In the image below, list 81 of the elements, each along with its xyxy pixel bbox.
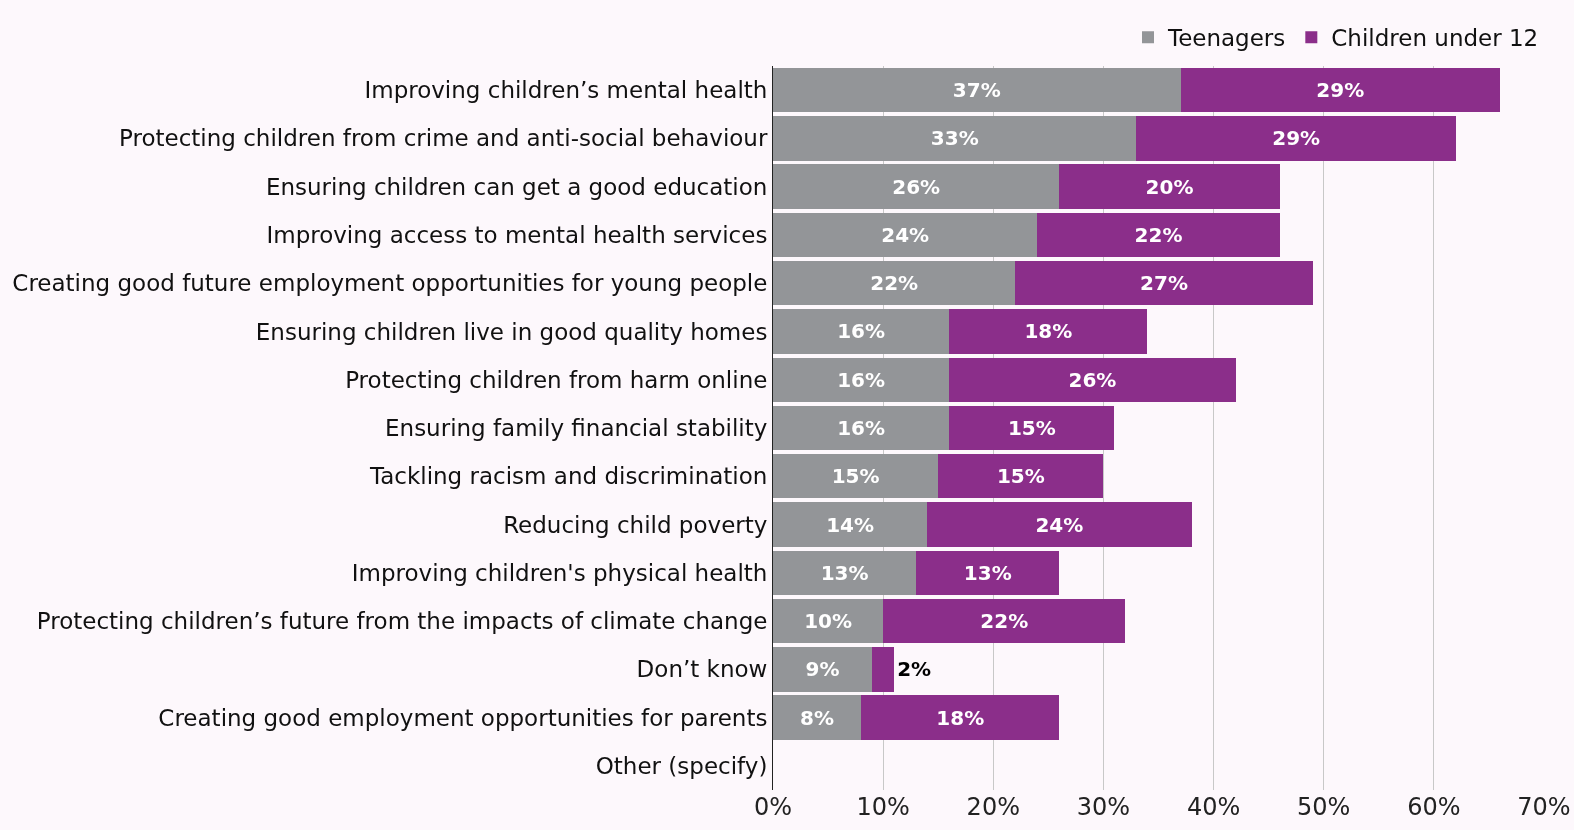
y-tick-label: Other (specify): [595, 752, 768, 779]
x-tick-label: 50%: [1297, 793, 1351, 821]
legend-label: Children under 12: [1331, 25, 1539, 52]
y-tick-label: Ensuring family financial stability: [385, 415, 768, 442]
bar: [773, 647, 873, 692]
data-label: 15%: [831, 464, 880, 489]
y-tick-label: Protecting children’s future from the impacts of climate change: [36, 608, 768, 635]
y-tick-label: Improving children’s mental health: [364, 77, 768, 104]
data-label: 16%: [837, 319, 886, 344]
bar: [861, 695, 1060, 740]
data-label: 24%: [881, 222, 930, 247]
bar: [773, 116, 1137, 161]
bar: [773, 164, 1060, 209]
data-label: 16%: [837, 416, 886, 440]
data-label: 29%: [1272, 126, 1321, 151]
y-tick-label: Protecting children from crime and anti-social behaviour: [119, 125, 768, 152]
bar: [773, 550, 917, 595]
data-label: 20%: [1145, 174, 1194, 199]
y-tick-label: Ensuring children can get a good education: [265, 173, 768, 200]
y-tick-label: Don’t know: [636, 656, 768, 683]
bar: [773, 502, 928, 547]
bar: [773, 598, 884, 644]
bar: [773, 261, 1016, 306]
bar: [872, 647, 895, 692]
data-label: 27%: [1140, 271, 1188, 296]
y-tick-label: Improving children's physical health: [351, 559, 768, 586]
bar: [1037, 212, 1280, 258]
data-label: 18%: [936, 705, 985, 730]
x-tick-label: 40%: [1186, 793, 1241, 821]
data-label: 13%: [963, 560, 1012, 585]
bar: [1136, 116, 1456, 161]
x-tick-label: 60%: [1407, 793, 1461, 821]
y-tick-label: Improving access to mental health services: [266, 221, 768, 248]
bar: [949, 405, 1115, 451]
bar: [773, 454, 939, 499]
x-tick-label: 20%: [966, 793, 1020, 821]
y-tick-label: Tackling racism and discrimination: [368, 463, 768, 490]
bar: [773, 309, 950, 354]
bar: [916, 550, 1060, 595]
y-tick-label: Reducing child poverty: [503, 511, 768, 538]
data-label: 15%: [996, 464, 1045, 489]
bar: [949, 357, 1236, 402]
data-label: 22%: [1134, 222, 1183, 247]
bar: [1059, 164, 1280, 209]
data-label: 26%: [1068, 367, 1117, 392]
bar: [773, 357, 950, 402]
data-label: 22%: [870, 271, 919, 296]
data-label: 16%: [837, 367, 886, 392]
bar: [773, 695, 862, 740]
legend-label: Teenagers: [1167, 25, 1286, 52]
bar: [949, 309, 1148, 354]
data-label: 15%: [1007, 416, 1056, 440]
data-label: 2%: [897, 657, 932, 682]
y-tick-label: Protecting children from harm online: [345, 366, 768, 393]
bar: [938, 454, 1104, 499]
data-label: 37%: [952, 78, 1001, 103]
data-label: 13%: [820, 560, 869, 585]
data-label: 10%: [804, 609, 853, 634]
x-tick-label: 0%: [753, 793, 793, 821]
data-label: 24%: [1035, 512, 1084, 537]
x-tick-label: 70%: [1517, 793, 1571, 821]
data-label: 9%: [805, 657, 840, 682]
y-tick-label: Creating good employment opportunities for parents: [158, 704, 768, 731]
bar: [1180, 67, 1500, 113]
bar: [927, 502, 1192, 547]
data-label: 22%: [980, 609, 1029, 634]
bar: [1015, 261, 1313, 306]
bar: [773, 212, 1038, 258]
x-tick-label: 10%: [856, 793, 910, 821]
data-label: 14%: [826, 512, 875, 537]
data-label: 8%: [800, 705, 835, 730]
x-tick-label: 30%: [1076, 793, 1131, 821]
data-label: 18%: [1024, 319, 1073, 344]
bar: [773, 67, 1181, 113]
y-tick-label: Creating good future employment opportunities for young people: [12, 270, 768, 297]
y-tick-label: Ensuring children live in good quality homes: [255, 318, 768, 345]
data-label: 33%: [930, 126, 979, 151]
bar: [773, 405, 950, 451]
data-label: 26%: [892, 174, 941, 199]
bar: [883, 598, 1126, 644]
data-label: 29%: [1316, 78, 1365, 103]
